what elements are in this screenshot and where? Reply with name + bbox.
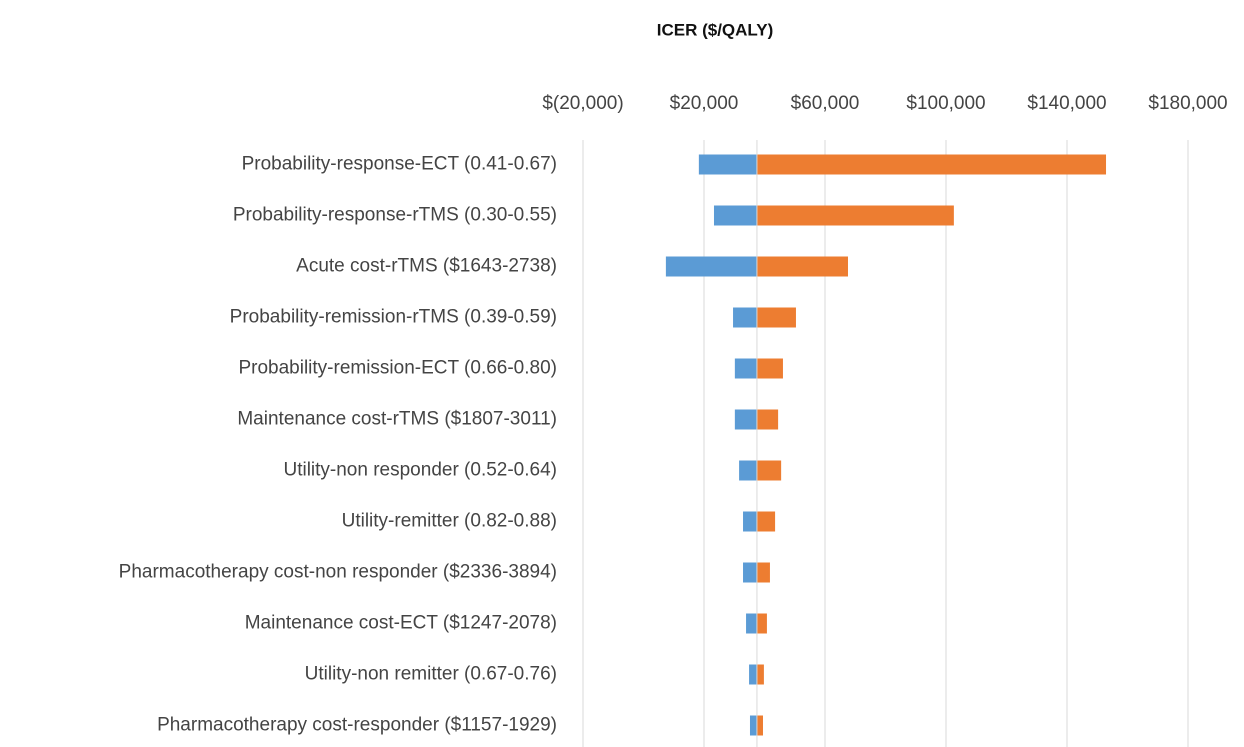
bar xyxy=(749,715,757,736)
category-label: Pharmacotherapy cost-responder ($1157-19… xyxy=(157,715,557,736)
category-label: Utility-remitter (0.82-0.88) xyxy=(342,511,557,532)
bar xyxy=(756,562,770,583)
x-tick-label: $100,000 xyxy=(906,93,985,114)
x-tick-label: $20,000 xyxy=(670,93,739,114)
bar xyxy=(698,154,757,175)
bar xyxy=(756,613,767,634)
x-tick-label: $(20,000) xyxy=(542,93,623,114)
bar xyxy=(756,511,776,532)
bar xyxy=(733,307,757,328)
x-tick-label: $60,000 xyxy=(791,93,860,114)
bar xyxy=(756,205,954,226)
bar xyxy=(756,715,763,736)
bar xyxy=(743,511,757,532)
category-label: Pharmacotherapy cost-non responder ($233… xyxy=(119,562,557,583)
bar xyxy=(756,154,1107,175)
category-label: Probability-remission-rTMS (0.39-0.59) xyxy=(230,307,557,328)
bar xyxy=(734,358,757,379)
category-label: Utility-non remitter (0.67-0.76) xyxy=(305,664,557,685)
category-label: Probability-response-rTMS (0.30-0.55) xyxy=(233,205,557,226)
bar xyxy=(743,562,757,583)
category-label: Maintenance cost-ECT ($1247-2078) xyxy=(245,613,557,634)
bar xyxy=(756,409,779,430)
category-label: Utility-non responder (0.52-0.64) xyxy=(283,460,557,481)
bar xyxy=(713,205,757,226)
category-label: Acute cost-rTMS ($1643-2738) xyxy=(296,256,557,277)
bar xyxy=(749,664,757,685)
chart-title: ICER ($/QALY) xyxy=(657,20,774,39)
category-label: Probability-response-ECT (0.41-0.67) xyxy=(242,154,557,175)
x-tick-label: $180,000 xyxy=(1148,93,1227,114)
x-tick-label: $140,000 xyxy=(1027,93,1106,114)
category-label: Probability-remission-ECT (0.66-0.80) xyxy=(238,358,557,379)
bar xyxy=(734,409,757,430)
bar xyxy=(665,256,757,277)
category-label: Maintenance cost-rTMS ($1807-3011) xyxy=(237,409,557,430)
bar xyxy=(756,460,782,481)
bar xyxy=(756,307,796,328)
bar xyxy=(756,664,764,685)
bar xyxy=(746,613,757,634)
bar xyxy=(756,358,783,379)
bar xyxy=(739,460,757,481)
bar xyxy=(756,256,848,277)
